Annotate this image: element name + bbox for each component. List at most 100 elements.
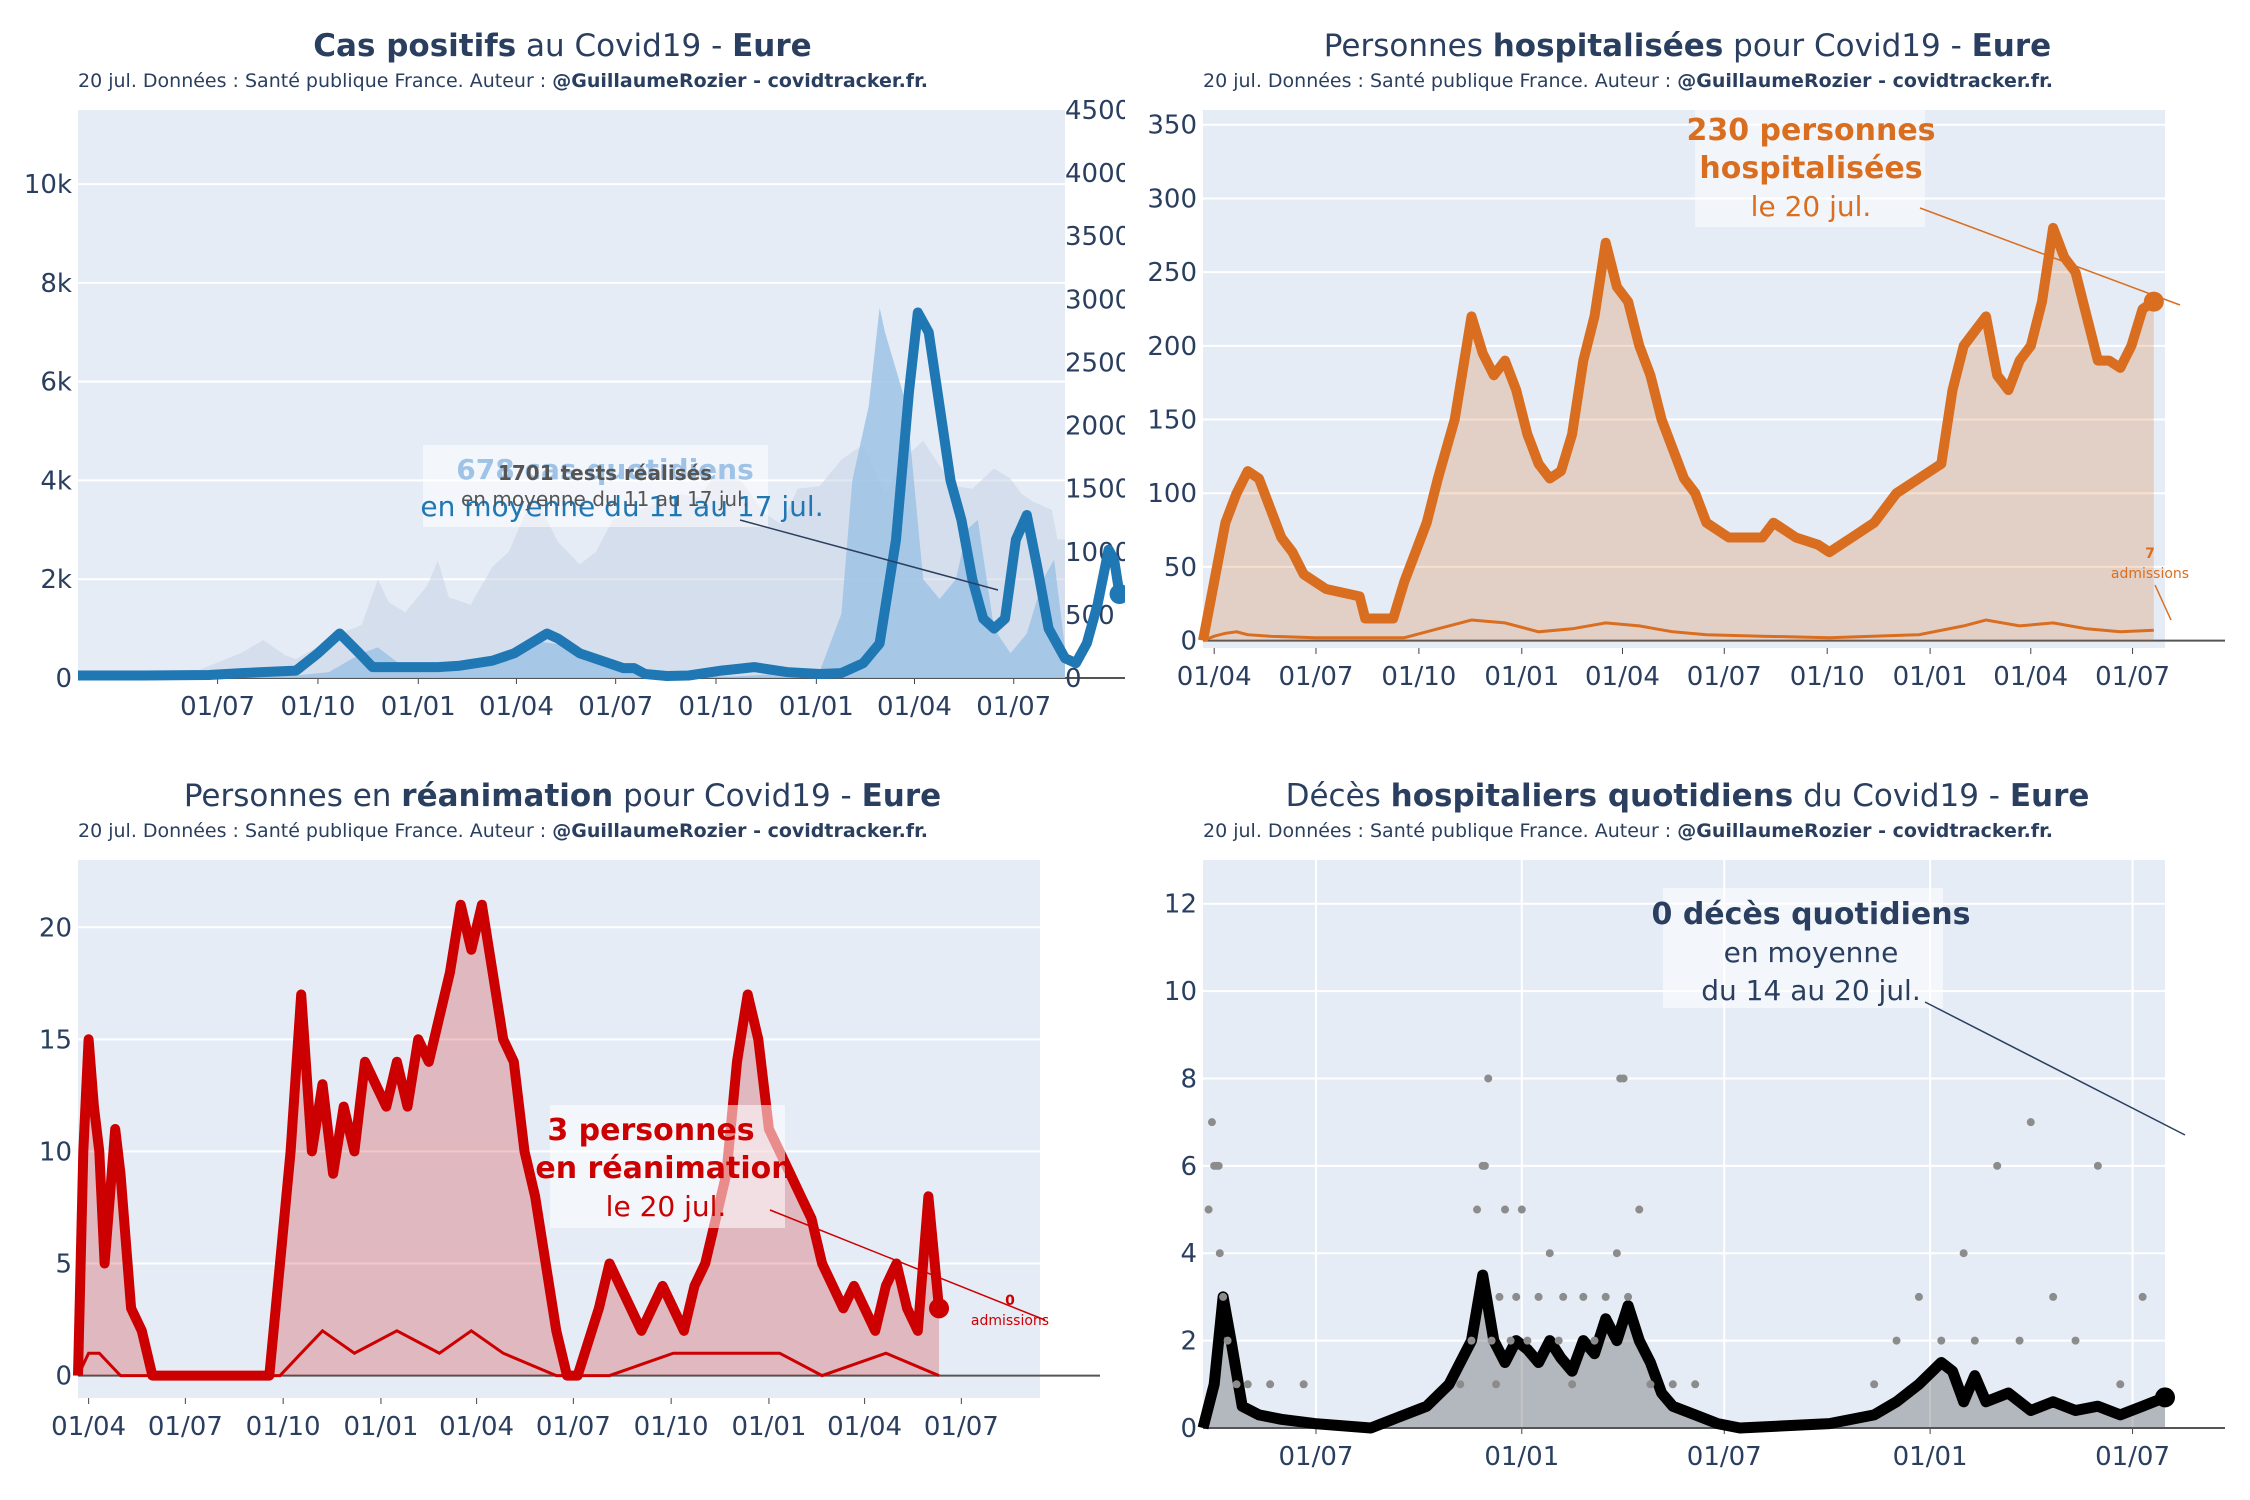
death-dot — [1495, 1292, 1504, 1301]
death-dot — [1456, 1380, 1465, 1389]
annotation-box — [1663, 888, 1943, 1008]
chart-title: Cas positifs au Covid19 - Eure — [0, 28, 1125, 64]
death-dot — [1870, 1380, 1879, 1389]
hosp-area — [1203, 227, 2154, 641]
y-tick-label: 6 — [1180, 1152, 1197, 1182]
title-emphasis: réanimation — [401, 778, 614, 814]
title-text: Décès — [1285, 778, 1391, 814]
author-link[interactable]: @GuillaumeRozier - covidtracker.fr. — [552, 70, 928, 92]
death-dot — [1480, 1161, 1489, 1170]
y-tick-label: 200 — [1147, 332, 1197, 362]
y-tick-label: 0 — [55, 1362, 72, 1392]
death-dot — [1214, 1161, 1223, 1170]
annotation-cases: 678 cas quotidiens — [456, 453, 754, 486]
death-dot — [1207, 1118, 1216, 1127]
y-tick-label: 350 — [1147, 111, 1197, 141]
annotation-deaths-period: du 14 au 20 jul. — [1701, 974, 1921, 1007]
title-emphasis: Eure — [861, 778, 942, 814]
death-dot — [2071, 1336, 2080, 1345]
death-dot — [1506, 1336, 1515, 1345]
death-dot — [1512, 1292, 1521, 1301]
x-tick-label: 01/07 — [180, 692, 255, 722]
death-dot — [1492, 1380, 1501, 1389]
x-tick-label: 01/04 — [51, 1412, 126, 1442]
title-text: pour Covid19 - — [613, 778, 862, 814]
cases-last-point — [1109, 584, 1125, 605]
death-dot — [1219, 1292, 1228, 1301]
x-tick-label: 01/04 — [1585, 662, 1660, 692]
death-dot — [1590, 1336, 1599, 1345]
author-link[interactable]: @GuillaumeRozier - covidtracker.fr. — [1677, 820, 2053, 842]
x-tick-label: 01/07 — [148, 1412, 223, 1442]
death-dot — [1223, 1336, 1232, 1345]
y-right-tick-label: 4000 — [1065, 159, 1125, 189]
y-tick-label: 12 — [1164, 890, 1197, 920]
x-tick-label: 01/04 — [439, 1412, 514, 1442]
title-text: Personnes en — [183, 778, 402, 814]
annotation-admissions-label: admissions — [2111, 566, 2189, 582]
death-dot — [1914, 1292, 1923, 1301]
y-tick-label: 6k — [40, 368, 72, 398]
chart-plot: 0 2 4 6 8 10 12 01/07 01/01 01/07 01/01 01/07 0 décè… — [1164, 860, 2225, 1472]
rea-area — [78, 904, 939, 1376]
title-emphasis: Eure — [732, 28, 812, 64]
y-tick-label: 4 — [1180, 1239, 1197, 1269]
death-dot — [1204, 1205, 1213, 1214]
annotation-rea-label: en réanimation — [535, 1151, 792, 1186]
death-dot — [1635, 1205, 1644, 1214]
chart-subtitle: 20 jul. Données : Santé publique France.… — [78, 820, 928, 842]
deaths-last-point — [2155, 1387, 2175, 1408]
annotation-rea-date: le 20 jul. — [606, 1190, 727, 1223]
y-tick-label: 15 — [39, 1025, 72, 1055]
death-dot — [2116, 1380, 2125, 1389]
title-emphasis: Cas positifs — [313, 28, 517, 64]
deaths-average-line — [1197, 1269, 2168, 1434]
chart-plot: 0 5 10 15 20 01/04 01/07 01/10 01/01 01/04 01/07 01… — [39, 860, 1100, 1442]
chart-title: Personnes en réanimation pour Covid19 - … — [0, 778, 1125, 814]
death-dot — [2138, 1292, 2147, 1301]
x-tick-label: 01/10 — [634, 1412, 709, 1442]
death-dot — [2015, 1336, 2024, 1345]
x-tick-label: 01/01 — [731, 1412, 806, 1442]
annotation-box — [550, 1105, 785, 1228]
death-dot — [2026, 1118, 2035, 1127]
x-tick-label: 01/10 — [679, 692, 754, 722]
y-right-tick-label: 2500 — [1065, 348, 1125, 378]
y-tick-label: 0 — [1180, 1414, 1197, 1444]
death-dot — [1691, 1380, 1700, 1389]
y-tick-label: 0 — [1180, 627, 1197, 657]
y-tick-label: 5 — [55, 1250, 72, 1280]
y-right-tick-label: 3000 — [1065, 285, 1125, 315]
death-dot — [1215, 1249, 1224, 1258]
author-link[interactable]: @GuillaumeRozier - covidtracker.fr. — [1677, 70, 2053, 92]
chart-reanimation: Personnes en réanimation pour Covid19 - … — [0, 750, 1125, 1500]
death-dot — [1612, 1249, 1621, 1258]
x-tick-label: 01/01 — [1893, 1442, 1968, 1472]
death-dot — [1534, 1292, 1543, 1301]
annotation-cases-period: en moyenne du 11 au 17 jul. — [420, 490, 823, 523]
death-dot — [1619, 1074, 1628, 1083]
annotation-arrow — [1919, 207, 2181, 306]
death-dot — [1554, 1336, 1563, 1345]
title-text: pour Covid19 - — [1723, 28, 1972, 64]
chart-title: Personnes hospitalisées pour Covid19 - E… — [1125, 28, 2250, 64]
x-tick-label: 01/10 — [1381, 662, 1456, 692]
death-dot — [1523, 1336, 1532, 1345]
chart-hospitalisations: Personnes hospitalisées pour Covid19 - E… — [1125, 0, 2250, 750]
source-text: 20 jul. Données : Santé publique France.… — [78, 70, 553, 92]
y-tick-label: 4k — [40, 466, 72, 496]
annotation-admissions-label: admissions — [971, 1313, 1049, 1329]
x-tick-label: 01/07 — [2095, 1442, 2170, 1472]
chart-plot: 0 50 100 150 200 250 300 350 01/04 01/07 01/10 01/0… — [1147, 105, 2225, 692]
x-tick-label: 01/04 — [827, 1412, 902, 1442]
death-dot — [1232, 1380, 1241, 1389]
annotation-tests-period: en moyenne du 11 au 17 jul. — [461, 487, 749, 511]
death-dot — [1559, 1292, 1568, 1301]
y-tick-label: 0 — [55, 664, 72, 694]
y-tick-label: 2 — [1180, 1327, 1197, 1357]
x-tick-label: 01/07 — [1279, 1442, 1354, 1472]
x-tick-label: 01/07 — [1687, 662, 1762, 692]
author-link[interactable]: @GuillaumeRozier - covidtracker.fr. — [552, 820, 928, 842]
chart-cas-positifs: Cas positifs au Covid19 - Eure 20 jul. D… — [0, 0, 1125, 750]
death-dot — [1668, 1380, 1677, 1389]
